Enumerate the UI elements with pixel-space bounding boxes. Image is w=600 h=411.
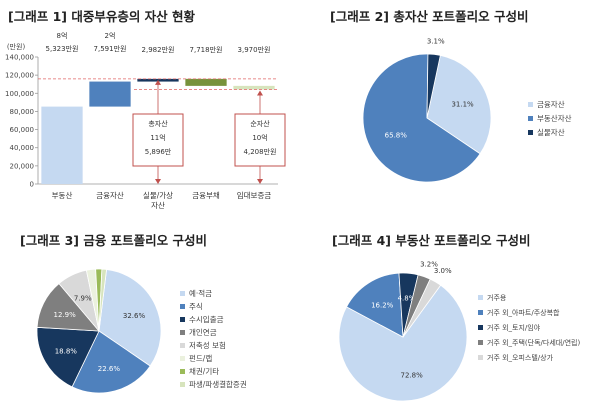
y-tick-label: 80,000 [10, 108, 35, 116]
total-assets-annotation-text: 총자산 [148, 119, 168, 128]
total-assets-annotation-arrowhead-up [155, 79, 161, 85]
pie3-legend-swatch-1 [180, 304, 185, 309]
chart3-title: [그래프 3] 금융 포트폴리오 구성비 [20, 233, 208, 248]
pie3-label-0: 32.6% [123, 312, 146, 320]
pie2-label-2: 3.1% [427, 37, 445, 45]
pie2-legend-swatch-1 [528, 116, 533, 121]
pie3-legend-swatch-5 [180, 356, 185, 361]
net-assets-annotation-text: 10억 [252, 134, 267, 142]
pie4-legend-swatch-1 [478, 310, 483, 315]
pie4-legend-swatch-0 [478, 295, 483, 300]
net-assets-annotation-arrowhead-up [257, 90, 263, 96]
pie4-legend-label-4: 거주 외_오피스텔/상가 [487, 353, 554, 362]
pie4-legend-label-0: 거주용 [487, 293, 507, 302]
net-assets-annotation-text: 순자산 [250, 119, 270, 128]
pie2-legend-swatch-2 [528, 130, 533, 135]
pie3-legend-swatch-0 [180, 291, 185, 296]
y-axis-unit: (만원) [7, 42, 26, 51]
y-tick-label: 100,000 [5, 90, 34, 98]
x-tick-label: 부동산 [52, 190, 73, 200]
pie2-legend-swatch-0 [528, 102, 533, 107]
pie3-legend-label-7: 파생/파생결합증권 [189, 379, 247, 389]
pie3-slice-7 [98, 268, 108, 332]
total-assets-annotation-text: 11억 [150, 134, 165, 142]
pie3-slice-2 [36, 326, 100, 388]
pie4-label-2: 4.8% [398, 294, 416, 302]
pie2-legend-label-0: 금융자산 [537, 99, 565, 109]
pie3-legend-swatch-4 [180, 343, 185, 348]
pie3-label-2: 18.8% [55, 347, 78, 355]
pie2-label-0: 31.1% [451, 101, 474, 109]
pie3-label-1: 22.6% [98, 365, 121, 373]
pie2-legend-label-1: 부동산자산 [537, 113, 572, 123]
pie2-slice-1 [362, 53, 481, 183]
y-tick-label: 40,000 [10, 144, 35, 152]
x-tick-label: 임대보증금 [237, 191, 272, 200]
pie4-slice-0 [338, 284, 468, 402]
bar-4 [233, 85, 275, 90]
data-label: 5,323만원 [46, 44, 79, 53]
pie4-label-1: 16.2% [371, 302, 394, 310]
x-tick-label: 실물/가상 [143, 190, 173, 200]
net-assets-annotation-arrowhead-down [257, 179, 263, 184]
total-assets-annotation-text: 5,896만 [145, 147, 172, 156]
bar-0 [41, 106, 83, 184]
net-assets-annotation-text: 4,208만원 [244, 147, 277, 156]
data-label: 7,591만원 [94, 44, 127, 53]
pie3-legend-swatch-6 [180, 369, 185, 374]
pie3-slice-0 [98, 269, 162, 367]
pie4-legend-swatch-2 [478, 325, 483, 330]
pie3-label-4: 7.9% [74, 295, 92, 303]
chart1-title: [그래프 1] 대중부유층의 자산 현황 [8, 9, 196, 24]
data-label: 2,982만원 [142, 45, 175, 54]
pie3-legend-label-1: 주식 [189, 302, 203, 311]
y-tick-label: 120,000 [5, 72, 34, 80]
y-tick-label: 0 [30, 181, 34, 189]
pie4-legend-label-3: 거주 외_주택(단독/다세대/연립) [487, 338, 580, 347]
pie3-legend-swatch-3 [180, 330, 185, 335]
pie3-legend-swatch-7 [180, 382, 185, 387]
pie4-label-4: 3.0% [434, 267, 452, 275]
pie4-legend-label-1: 거주 외_아파트/주상복합 [487, 308, 560, 317]
bar-3 [185, 78, 227, 86]
bar-1 [89, 81, 131, 107]
pie4-slice-4 [402, 278, 442, 338]
pie3-legend-label-5: 펀드/랩 [189, 354, 212, 363]
data-label: 3,970만원 [238, 45, 271, 54]
y-tick-label: 60,000 [10, 126, 35, 134]
pie3-label-3: 12.9% [54, 311, 77, 319]
total-assets-annotation-arrowhead-down [155, 179, 161, 184]
chart4-title: [그래프 4] 부동산 포트폴리오 구성비 [332, 233, 531, 248]
pie3-legend-label-6: 채권/기타 [189, 366, 219, 376]
data-label: 8억 [57, 32, 68, 40]
data-label: 7,718만원 [190, 45, 223, 54]
pie4-legend-label-2: 거주 외_토지/임야 [487, 323, 541, 332]
pie2-slice-2 [426, 53, 441, 119]
y-tick-label: 20,000 [10, 162, 35, 170]
pie3-legend-swatch-2 [180, 317, 185, 322]
pie2-slice-0 [426, 54, 492, 155]
pie3-legend-label-0: 예·적금 [189, 288, 212, 298]
pie4-label-0: 72.8% [400, 371, 423, 379]
pie4-label-3: 3.2% [420, 260, 438, 268]
x-tick-label: 금융자산 [96, 190, 124, 200]
pie4-slice-1 [345, 272, 404, 338]
pie3-legend-label-3: 개인연금 [189, 327, 217, 337]
pie3-legend-label-2: 수시입출금 [189, 314, 224, 324]
data-label: 2억 [105, 32, 116, 40]
chart2-title: [그래프 2] 총자산 포트폴리오 구성비 [330, 9, 529, 24]
x-tick-label: 자산 [151, 200, 165, 210]
pie2-legend-label-2: 실물자산 [537, 127, 565, 137]
pie3-legend-label-4: 저축성 보험 [189, 341, 226, 350]
pie2-label-1: 65.8% [385, 131, 408, 139]
pie4-legend-swatch-3 [478, 340, 483, 345]
pie4-legend-swatch-4 [478, 355, 483, 360]
y-tick-label: 140,000 [5, 54, 34, 62]
x-tick-label: 금융부채 [192, 190, 220, 200]
